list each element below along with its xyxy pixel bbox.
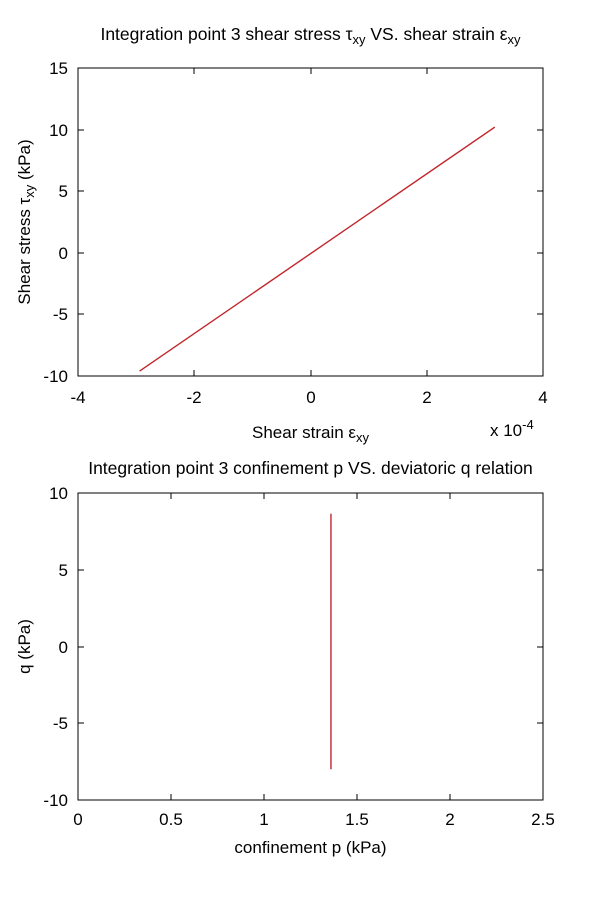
chart-shear-stress-vs-strain: -4 -2 0 2 4 -10 -5 0 5 10 15 Integration point 3 sh… [15,24,548,445]
chart-title: Integration point 3 confinement p VS. de… [88,458,533,478]
y-tick-label: 5 [59,561,68,580]
x-tick-label: 2.5 [531,810,555,829]
y-tick-label: 10 [49,121,68,140]
chart-title: Integration point 3 shear stress τxy VS.… [100,24,521,47]
axes-box [77,67,544,377]
x-tick-label: -2 [186,388,201,407]
y-tick-label: 15 [49,59,68,78]
y-tick-label: 10 [49,484,68,503]
y-axis-label: q (kPa) [15,619,34,674]
x-axis-label: confinement p (kPa) [234,838,386,857]
y-tick-label: -5 [53,305,68,324]
x-multiplier-label: x 10-4 [490,417,534,440]
x-tick-label: 2 [445,810,454,829]
y-tick-label: 0 [59,638,68,657]
y-tick-label: -10 [43,791,68,810]
x-tick-label: 1 [259,810,268,829]
x-tick-label: 0 [73,810,82,829]
x-axis-label: Shear strain εxy [252,423,369,445]
y-axis-label: Shear stress τxy (kPa) [15,139,37,304]
x-tick-label: 2 [422,388,431,407]
x-tick-label: -4 [70,388,85,407]
x-tick-label: 4 [538,388,547,407]
axes-box [77,492,544,801]
y-tick-label: 5 [59,182,68,201]
y-tick-label: 0 [59,244,68,263]
x-tick-label: 1.5 [345,810,369,829]
series-line [139,126,496,372]
x-tick-label: 0 [306,388,315,407]
y-tick-label: -5 [53,714,68,733]
y-tick-label: -10 [43,367,68,386]
x-tick-label: 0.5 [159,810,183,829]
chart-p-vs-q: 0 0.5 1 1.5 2 2.5 -10 -5 0 5 10 Integration point 3… [15,458,555,857]
